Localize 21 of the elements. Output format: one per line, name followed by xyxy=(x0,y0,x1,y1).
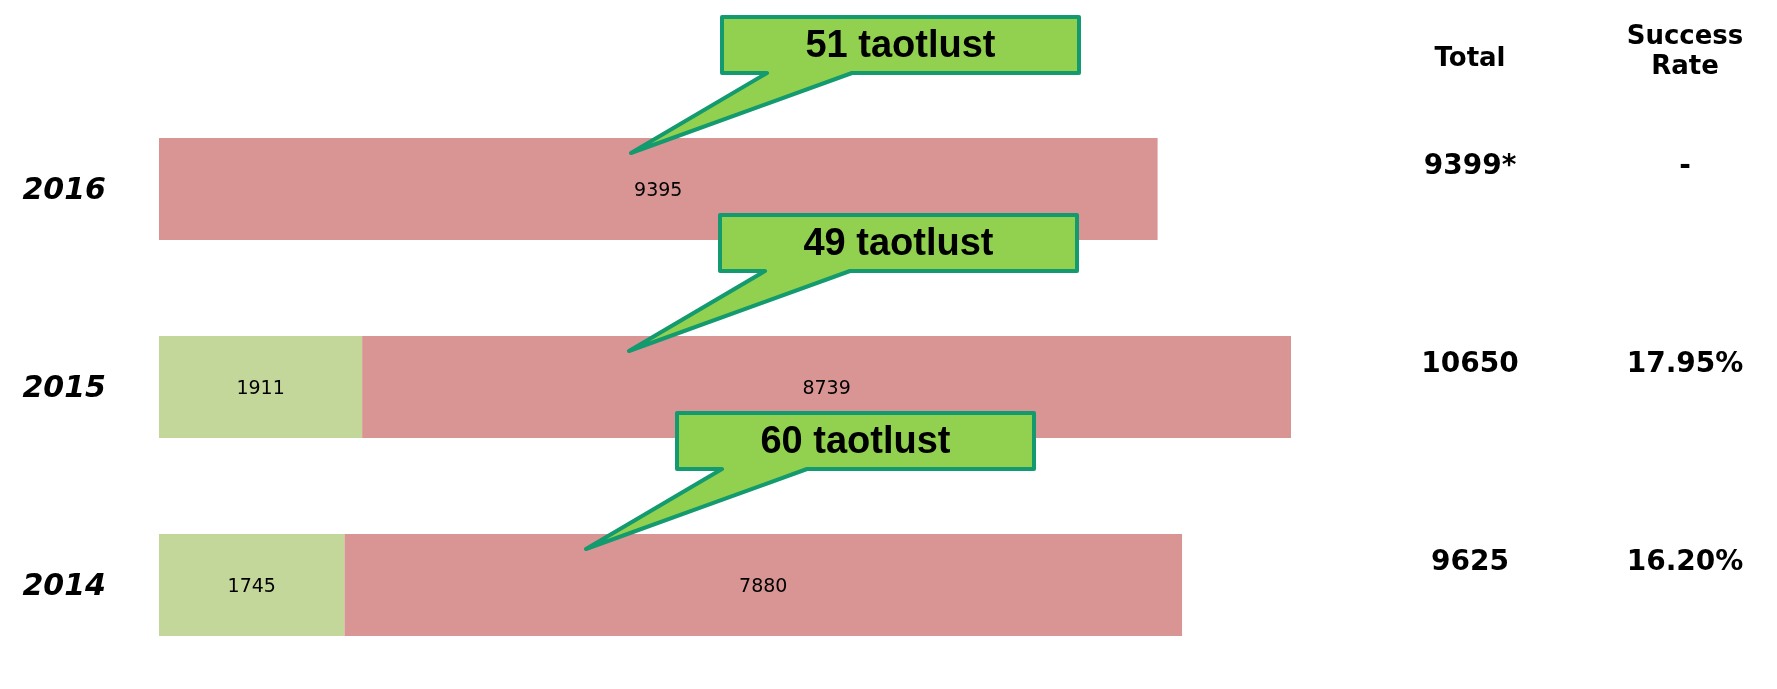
text: 17.95% xyxy=(1626,346,1744,379)
text: Success Rate xyxy=(1626,20,1744,80)
data-label: 8739 xyxy=(802,376,851,398)
annotation: 60 taotlust xyxy=(760,419,951,461)
y-tick-label: 2014 xyxy=(22,567,106,602)
bar xyxy=(159,534,345,636)
text: 9625 xyxy=(1431,544,1509,577)
y-tick-label: 2016 xyxy=(22,171,106,206)
text: 16.20% xyxy=(1626,544,1744,577)
data-label: 9395 xyxy=(634,178,683,200)
bar xyxy=(159,336,363,438)
text: 51 taotlust xyxy=(805,23,996,65)
annotation: 49 taotlust xyxy=(803,221,994,263)
text: Total xyxy=(1434,42,1506,72)
data-label: 1745 xyxy=(227,574,276,596)
text: 10650 xyxy=(1421,346,1519,379)
text: 9399* xyxy=(1423,148,1517,181)
data-label: 7880 xyxy=(739,574,788,596)
y-tick-label: 2015 xyxy=(22,369,106,404)
data-label: 1911 xyxy=(236,376,285,398)
text: - xyxy=(1679,148,1691,181)
